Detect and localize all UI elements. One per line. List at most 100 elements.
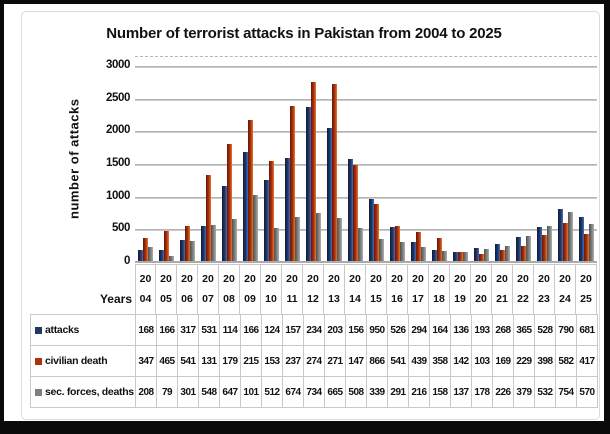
- bar-sec-forces-deaths-2010: [273, 227, 279, 261]
- gridline-0: [135, 261, 597, 263]
- table-cell-sec-forces-deaths-2005: 79: [157, 377, 178, 408]
- data-table: attacks 168 166 317 531 114 166 124 157 234 203 156…: [30, 314, 598, 408]
- bar-sec-forces-deaths-2020: [483, 249, 489, 261]
- bar-sec-forces-deaths-2007: [210, 225, 216, 261]
- year-label-2020: 20 20: [471, 264, 492, 315]
- table-cell-civilian-death-2024: 582: [556, 346, 577, 377]
- bar-civilian-death-2019: [457, 251, 463, 261]
- year-label-line: 21: [496, 292, 508, 305]
- bar-sec-forces-deaths-2008: [231, 218, 237, 261]
- year-label-line: 16: [391, 292, 403, 305]
- year-label-2006: 20 06: [177, 264, 198, 315]
- year-label-2007: 20 07: [198, 264, 219, 315]
- table-cell-civilian-death-2008: 179: [220, 346, 241, 377]
- bar-civilian-death-2007: [205, 175, 211, 261]
- bar-attacks-2024: [557, 209, 563, 261]
- bar-group-2023: [534, 55, 555, 261]
- bar-group-2005: [156, 55, 177, 261]
- legend-color-swatch-sec-forces-deaths: [35, 388, 42, 396]
- bar-civilian-death-2015: [373, 204, 379, 261]
- year-label-2018: 20 18: [429, 264, 450, 315]
- table-cell-civilian-death-2021: 169: [493, 346, 514, 377]
- year-label-line: 20: [160, 273, 172, 286]
- bar-attacks-2011: [284, 158, 290, 261]
- year-label-2010: 20 10: [261, 264, 282, 315]
- bar-attacks-2005: [158, 250, 164, 261]
- year-label-2017: 20 17: [408, 264, 429, 315]
- year-label-2011: 20 11: [282, 264, 303, 315]
- year-label-line: 23: [538, 292, 550, 305]
- table-cell-sec-forces-deaths-2017: 216: [409, 377, 430, 408]
- bar-civilian-death-2006: [184, 225, 190, 261]
- bar-sec-forces-deaths-2021: [504, 246, 510, 261]
- year-label-line: 07: [202, 292, 214, 305]
- bar-civilian-death-2024: [562, 222, 568, 261]
- bar-attacks-2020: [473, 248, 479, 261]
- bar-group-2016: [387, 55, 408, 261]
- year-label-2015: 20 15: [366, 264, 387, 315]
- bar-civilian-death-2005: [163, 230, 169, 261]
- bar-civilian-death-2021: [499, 249, 505, 261]
- year-label-line: 14: [349, 292, 361, 305]
- table-cell-civilian-death-2010: 153: [262, 346, 283, 377]
- table-cell-sec-forces-deaths-2008: 647: [220, 377, 241, 408]
- bar-civilian-death-2008: [226, 144, 232, 261]
- bar-group-2013: [324, 55, 345, 261]
- year-label-line: 20: [328, 273, 340, 286]
- bar-attacks-2012: [305, 107, 311, 261]
- bar-civilian-death-2023: [541, 235, 547, 261]
- year-label-line: 20: [391, 273, 403, 286]
- bar-group-2004: [135, 55, 156, 261]
- table-cell-civilian-death-2017: 439: [409, 346, 430, 377]
- row-label-civilian-death: civilian death: [31, 346, 136, 377]
- bar-group-2015: [366, 55, 387, 261]
- table-cell-attacks-2016: 526: [388, 315, 409, 346]
- bar-group-2006: [177, 55, 198, 261]
- year-label-2012: 20 12: [303, 264, 324, 315]
- year-label-line: 11: [286, 292, 298, 305]
- year-label-line: 20: [181, 273, 193, 286]
- x-axis-title: Years: [99, 292, 132, 306]
- table-cell-sec-forces-deaths-2019: 137: [451, 377, 472, 408]
- table-cell-attacks-2015: 950: [367, 315, 388, 346]
- table-cell-attacks-2004: 168: [136, 315, 157, 346]
- y-tick-label-500: 500: [112, 222, 130, 235]
- table-cell-attacks-2014: 156: [346, 315, 367, 346]
- year-label-2025: 20 25: [576, 264, 597, 315]
- year-label-2009: 20 09: [240, 264, 261, 315]
- table-cell-attacks-2009: 166: [241, 315, 262, 346]
- table-cell-sec-forces-deaths-2021: 226: [493, 377, 514, 408]
- year-label-line: 20: [475, 292, 487, 305]
- bar-civilian-death-2009: [247, 120, 253, 261]
- bar-sec-forces-deaths-2025: [588, 223, 594, 261]
- bar-civilian-death-2025: [583, 233, 589, 261]
- bar-attacks-2014: [347, 158, 353, 261]
- bar-civilian-death-2010: [268, 160, 274, 261]
- year-label-2024: 20 24: [555, 264, 576, 315]
- table-cell-civilian-death-2023: 398: [535, 346, 556, 377]
- gridline-2000: [135, 131, 597, 134]
- bar-civilian-death-2013: [331, 83, 337, 261]
- bar-attacks-2025: [578, 216, 584, 261]
- bar-group-2018: [429, 55, 450, 261]
- bar-civilian-death-2018: [436, 237, 442, 261]
- year-label-line: 15: [370, 292, 382, 305]
- year-label-line: 20: [517, 273, 529, 286]
- bar-sec-forces-deaths-2018: [441, 250, 447, 261]
- table-cell-sec-forces-deaths-2020: 178: [472, 377, 493, 408]
- year-label-line: 20: [412, 273, 424, 286]
- year-label-line: 12: [307, 292, 319, 305]
- bar-group-2008: [219, 55, 240, 261]
- year-label-2005: 20 05: [156, 264, 177, 315]
- table-cell-attacks-2019: 136: [451, 315, 472, 346]
- table-cell-sec-forces-deaths-2007: 548: [199, 377, 220, 408]
- bar-sec-forces-deaths-2019: [462, 252, 468, 261]
- table-cell-civilian-death-2025: 417: [577, 346, 598, 377]
- y-tick-label-2000: 2000: [106, 124, 130, 137]
- table-cell-civilian-death-2022: 229: [514, 346, 535, 377]
- row-label-text: attacks: [45, 324, 80, 336]
- plot-area: [135, 56, 597, 263]
- table-cell-sec-forces-deaths-2022: 379: [514, 377, 535, 408]
- bar-attacks-2008: [221, 186, 227, 261]
